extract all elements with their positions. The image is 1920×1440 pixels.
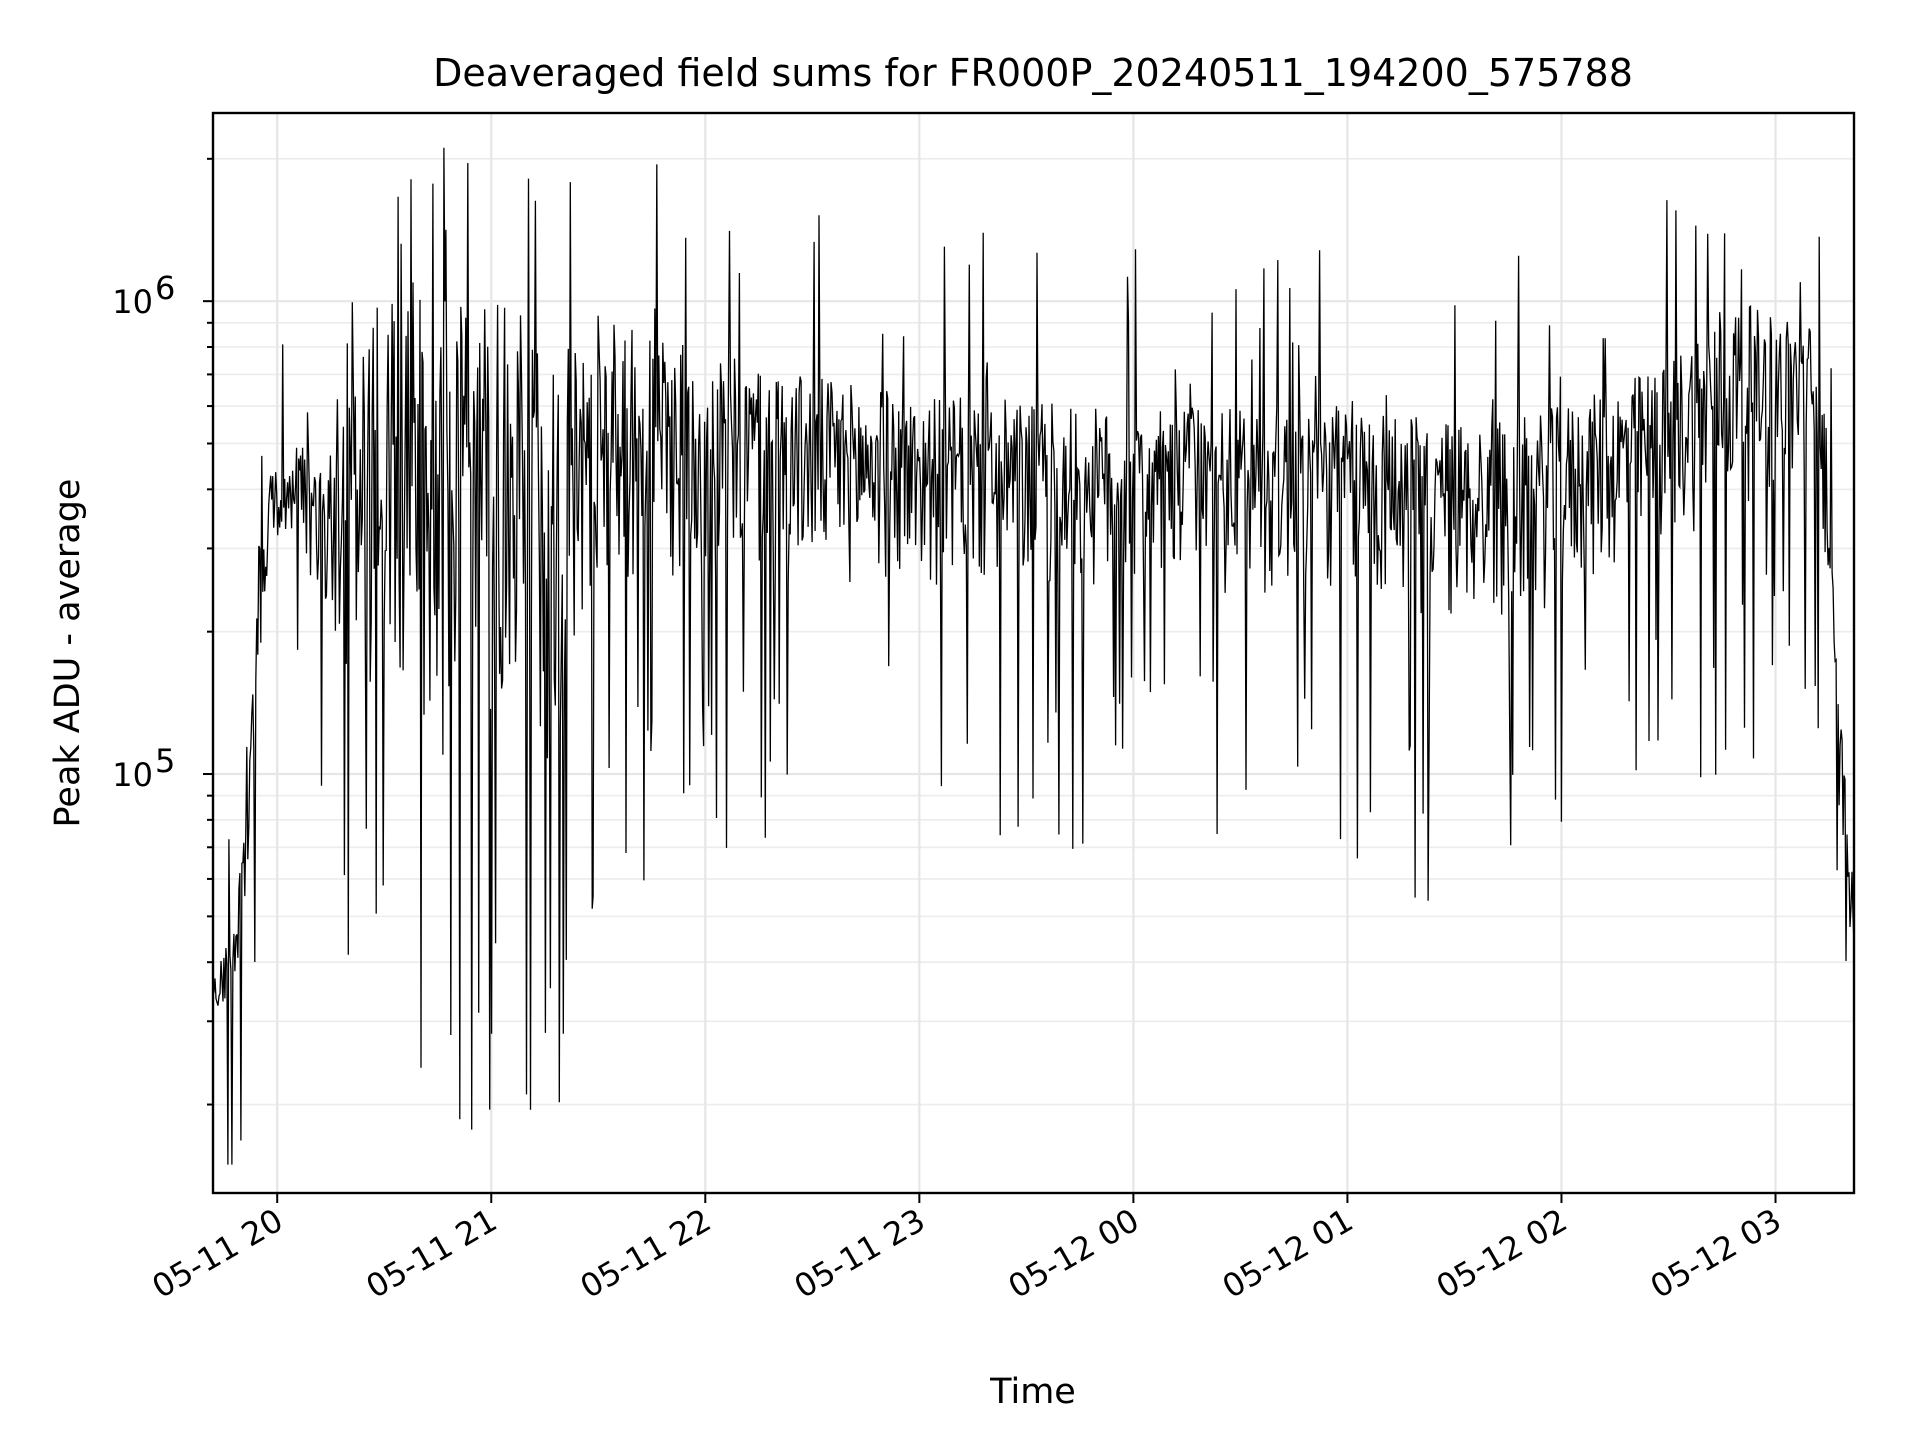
y-axis-label: Peak ADU - average: [48, 479, 88, 828]
chart-title: Deaveraged field sums for FR000P_2024051…: [433, 51, 1633, 95]
y-tick-label: 10: [112, 756, 153, 794]
y-tick-exponent: 6: [155, 269, 175, 307]
series-line: [212, 147, 1855, 1165]
x-axis-label: Time: [989, 1372, 1076, 1412]
y-tick-exponent: 5: [155, 742, 175, 780]
y-tick-label: 10: [112, 283, 153, 321]
plot-frame: [211, 111, 1856, 1195]
data-series: [212, 147, 1855, 1165]
